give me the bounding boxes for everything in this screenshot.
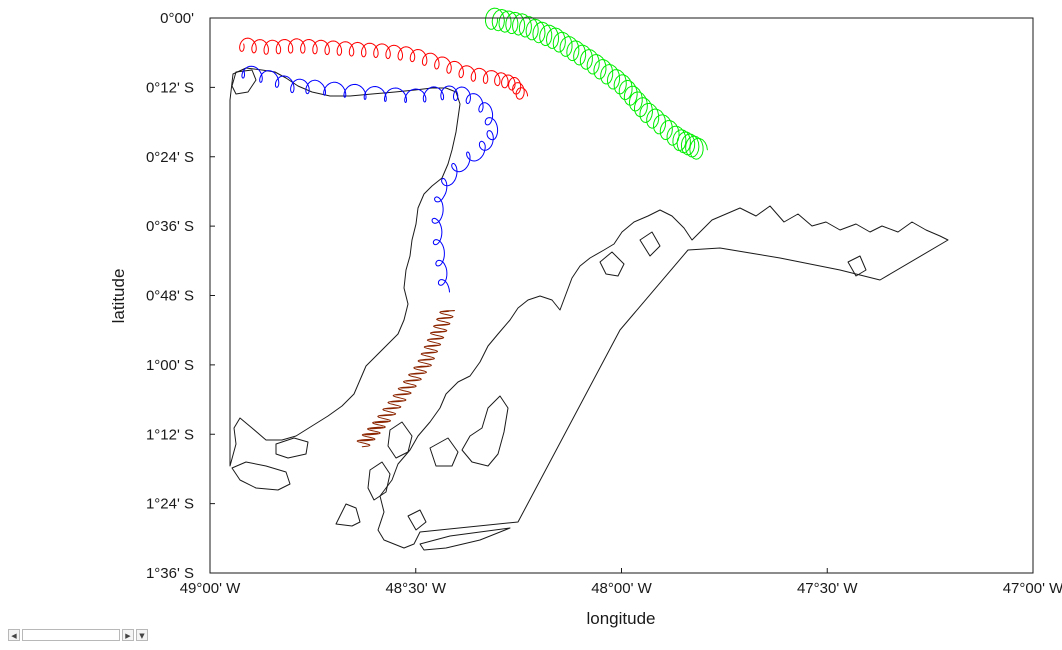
y-tick-label: 0°48' S [146,288,194,305]
coastline [229,67,949,551]
scroll-right-button[interactable]: ▶ [122,629,134,641]
track-series-1 [239,37,529,100]
coastline-island [847,255,867,277]
coastline-island [599,251,625,277]
coastline-island [231,69,257,95]
x-axis-label: longitude [586,609,655,628]
coastline-island [275,437,309,459]
track-series-4 [356,310,455,448]
coastline-island [407,509,427,531]
coastline-island [461,395,509,467]
y-tick-label: 1°00' S [146,357,194,374]
y-tick-label: 0°36' S [146,218,194,235]
dropdown-chevron-icon[interactable]: ▼ [136,629,148,641]
coastline-island [419,527,511,551]
scroll-left-button[interactable]: ◀ [8,629,20,641]
x-axis: 49°00' W 48°30' W 48°00' W 47°30' W 47°00' W [180,568,1062,597]
y-axis: 0°00' 0°12' S 0°24' S 0°36' S 0°48' S 1°00' S… [146,10,215,582]
x-tick-label: 48°30' W [385,580,446,597]
y-tick-label: 0°24' S [146,149,194,166]
coastline-east [377,205,949,549]
x-tick-label: 47°30' W [797,580,858,597]
scroll-controls: ◀ ▶ ▼ [8,628,148,642]
coastline-island [429,437,459,467]
x-tick-label: 49°00' W [180,580,241,597]
coastline-island [231,461,291,491]
y-tick-label: 0°12' S [146,79,194,96]
coastline-island [639,231,661,257]
track-series-3 [485,7,708,160]
y-tick-label: 0°00' [160,10,194,27]
horizontal-scrollbar[interactable] [22,629,120,641]
x-tick-label: 48°00' W [591,580,652,597]
tracks [239,7,708,448]
x-tick-label: 47°00' W [1003,580,1062,597]
coastline-island [335,503,361,527]
plot-frame [209,17,1034,574]
y-axis-label: latitude [109,269,128,324]
y-tick-label: 1°36' S [146,565,194,582]
coastline-island [367,461,391,501]
y-tick-label: 1°24' S [146,496,194,513]
track-series-2 [241,65,499,293]
coastline-west [229,67,461,467]
y-tick-label: 1°12' S [146,426,194,443]
